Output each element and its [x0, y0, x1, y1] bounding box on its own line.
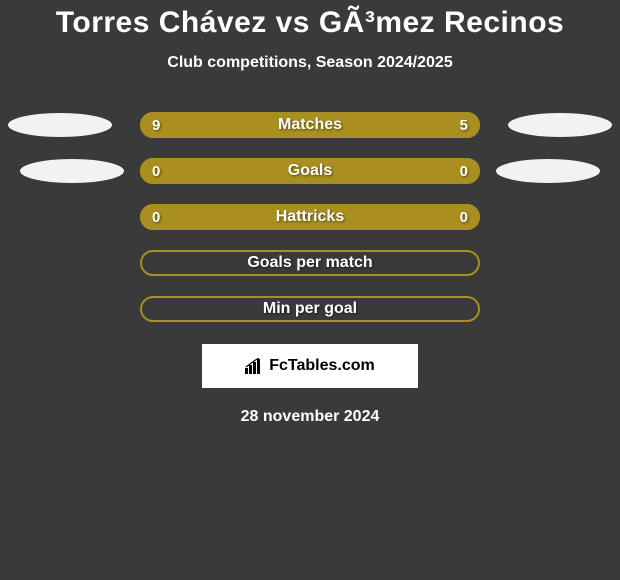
ellipse-left: [20, 159, 124, 183]
title: Torres Chávez vs GÃ³mez Recinos: [56, 6, 564, 40]
brand-text: FcTables.com: [269, 357, 375, 375]
bar-border: [140, 250, 480, 276]
ellipse-right: [508, 113, 612, 137]
stat-row: 95Matches: [0, 112, 620, 138]
stat-row: Min per goal: [0, 296, 620, 322]
bar-border: [140, 158, 480, 184]
bar-track: Min per goal: [140, 296, 480, 322]
ellipse-left: [8, 113, 112, 137]
bar-border: [140, 296, 480, 322]
stat-row: Goals per match: [0, 250, 620, 276]
brand-box: FcTables.com: [202, 344, 418, 388]
bar-track: 00Hattricks: [140, 204, 480, 230]
ellipse-right: [496, 159, 600, 183]
stats-card: Torres Chávez vs GÃ³mez Recinos Club com…: [0, 0, 620, 426]
bar-border: [140, 112, 480, 138]
bar-track: Goals per match: [140, 250, 480, 276]
stats-rows: 95Matches 00Goals 00Hattricks Goals per mat…: [0, 112, 620, 322]
subtitle: Club competitions, Season 2024/2025: [167, 54, 452, 72]
bars-icon: [245, 358, 265, 374]
bar-track: 00Goals: [140, 158, 480, 184]
date-text: 28 november 2024: [241, 408, 380, 426]
bar-border: [140, 204, 480, 230]
brand-logo: FcTables.com: [245, 357, 375, 375]
stat-row: 00Goals: [0, 158, 620, 184]
stat-row: 00Hattricks: [0, 204, 620, 230]
bar-track: 95Matches: [140, 112, 480, 138]
